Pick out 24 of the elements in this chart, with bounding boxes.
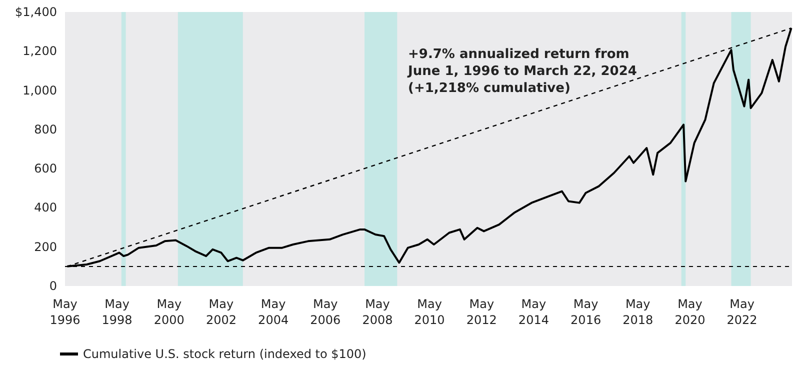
x-tick-label: May 2014 — [518, 297, 549, 327]
y-tick-label: 600 — [34, 162, 57, 176]
x-tick-label: May 1996 — [50, 297, 80, 327]
x-tick-label: May 2004 — [258, 297, 289, 327]
annotation: +9.7% annualized return from June 1, 1996 to March 22, 2024 (+1,218% cumulative) — [407, 47, 637, 96]
x-tick-label: May 2022 — [726, 297, 758, 327]
x-tick-label: May 2012 — [466, 297, 497, 327]
y-tick-label: 0 — [49, 279, 57, 293]
x-tick-label: May 2018 — [622, 297, 654, 327]
x-tick-label: May 2020 — [674, 297, 706, 327]
x-tick-label: May 1998 — [102, 297, 132, 327]
x-tick-label: May 2006 — [310, 297, 341, 327]
x-tick-label: May 2010 — [414, 297, 445, 327]
x-tick-label: May 2016 — [570, 297, 602, 327]
x-tick-label: May 2002 — [206, 297, 236, 327]
legend-label: Cumulative U.S. stock return (indexed to $100) — [83, 347, 366, 361]
y-tick-label: 200 — [34, 240, 57, 254]
y-tick-label: 1,000 — [22, 83, 57, 98]
x-tick-label: May 2000 — [154, 297, 184, 327]
y-tick-label: $1,400 — [15, 5, 57, 19]
y-tick-label: 400 — [34, 200, 57, 215]
y-tick-label: 800 — [34, 122, 57, 136]
x-tick-label: May 2008 — [362, 297, 393, 327]
y-tick-label: 1,200 — [22, 44, 57, 58]
